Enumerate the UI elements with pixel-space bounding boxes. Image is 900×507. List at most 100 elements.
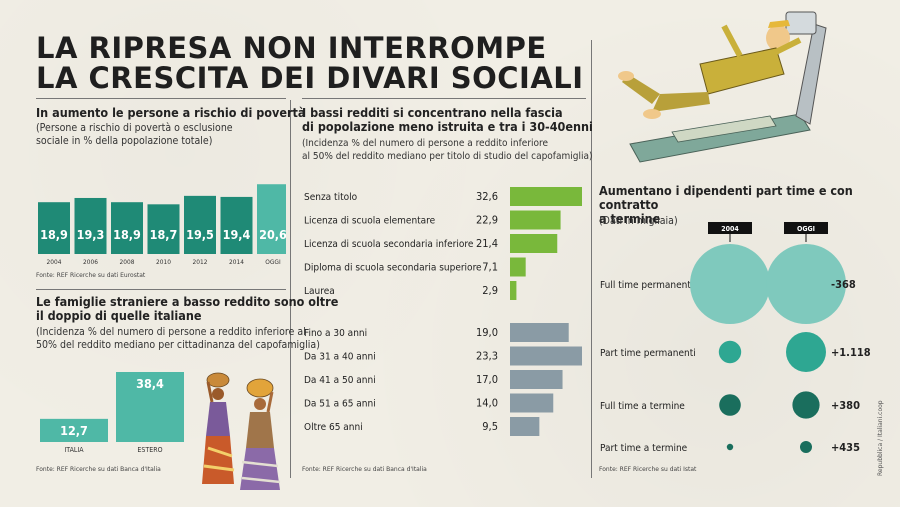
parttime-title-line-1: Aumentano i dipendenti part time e con c… <box>599 183 853 212</box>
poverty-bar <box>220 196 253 254</box>
education-bar <box>510 210 561 230</box>
education-value-label: 21,4 <box>476 237 498 250</box>
age-bar-chart: Fino a 30 anni 19,0 Da 31 a 40 anni 23,3 Da … <box>304 323 582 436</box>
age-value-label: 23,3 <box>476 350 498 363</box>
poverty-bar <box>184 195 216 254</box>
poverty-value-label: 19,4 <box>223 227 251 242</box>
bubble-column-header-box <box>708 222 752 234</box>
lowincome-title: I bassi redditi si concentrano nella fas… <box>302 106 593 134</box>
poverty-bar-chart: 18,9 2004 19,3 2006 18,9 2008 18,7 2010 19,5 2012… <box>38 184 286 266</box>
education-bar <box>510 187 582 206</box>
poverty-subtitle-line-1: (Persone a rischio di povertà o esclusio… <box>36 122 233 134</box>
poverty-category-label: 2006 <box>83 258 98 266</box>
foreign-source: Fonte: REF Ricerche su dati Banca d'Ital… <box>36 466 161 473</box>
poverty-category-label: 2014 <box>229 258 244 266</box>
poverty-value-label: 19,3 <box>77 227 105 242</box>
poverty-value-label: 19,5 <box>186 227 214 242</box>
age-row-label: Da 41 a 50 anni <box>304 375 376 386</box>
age-value-label: 19,0 <box>476 326 498 339</box>
age-row-label: Da 31 a 40 anni <box>304 352 376 363</box>
education-row-label: Senza titolo <box>304 192 358 203</box>
bubble-2004 <box>719 394 741 416</box>
divider-left-middle <box>36 289 286 290</box>
bubble-oggi <box>786 332 826 372</box>
page-title: LA RIPRESA NON INTERROMPE LA CRESCITA DE… <box>36 33 584 93</box>
poverty-value-label: 18,7 <box>150 227 178 242</box>
bubble-row-label: Full time permanenti <box>600 280 693 291</box>
foreign-title: Le famiglie straniere a basso reddito so… <box>36 295 338 323</box>
education-bar-chart: Senza titolo 32,6 Licenza di scuola elemen… <box>304 187 582 300</box>
bubble-change-label: +380 <box>831 399 860 412</box>
foreign-category-label: ITALIA <box>64 446 84 454</box>
poverty-category-label: 2012 <box>193 258 208 266</box>
education-value-label: 7,1 <box>482 261 498 274</box>
bubble-row-label: Full time a termine <box>600 401 685 412</box>
bubble-oggi <box>792 391 820 419</box>
foreign-title-line-1: Le famiglie straniere a basso reddito so… <box>36 294 339 309</box>
age-value-label: 14,0 <box>476 397 498 410</box>
education-row-label: Diploma di scuola secondaria superiore <box>304 263 482 274</box>
lowincome-subtitle-line-2: al 50% del reddito mediano per titolo di… <box>302 151 593 162</box>
age-row-label: Fino a 30 anni <box>304 328 367 339</box>
poverty-bar <box>147 204 180 254</box>
education-bar <box>510 281 517 300</box>
women-carrying-baskets-illustration <box>202 372 281 490</box>
bubble-oggi <box>766 244 846 324</box>
lowincome-subtitle: (Incidenza % del numero di persone a red… <box>302 137 592 163</box>
bubble-change-label: +1.118 <box>831 346 871 359</box>
poverty-subtitle: (Persone a rischio di povertà o esclusio… <box>36 122 233 148</box>
education-row-label: Laurea <box>304 286 335 297</box>
age-bar <box>510 370 563 389</box>
bubble-change-label: -368 <box>831 278 856 291</box>
foreign-bar <box>116 372 184 442</box>
parttime-source: Fonte: REF Ricerche su dati Istat <box>599 466 697 473</box>
foreign-title-line-2: il doppio di quelle italiane <box>36 308 202 323</box>
poverty-category-label: OGGI <box>265 258 281 266</box>
divider-left <box>290 100 291 478</box>
bubble-row-label: Part time a termine <box>600 443 688 454</box>
poverty-bar <box>38 202 70 254</box>
poverty-bar <box>111 202 143 254</box>
foreign-bar-chart: 12,7 ITALIA 38,4 ESTERO <box>40 372 184 454</box>
bubble-2004 <box>718 340 742 364</box>
poverty-value-label: 18,9 <box>40 227 68 242</box>
education-row-label: Licenza di scuola elementare <box>304 216 436 227</box>
age-bar <box>510 323 569 342</box>
bubble-change-label: +435 <box>831 441 860 454</box>
education-row-label: Licenza di scuola secondaria inferiore <box>304 239 474 250</box>
lowincome-title-line-1: I bassi redditi si concentrano nella fas… <box>302 105 563 120</box>
divider-top-mid <box>302 98 586 99</box>
education-value-label: 22,9 <box>476 214 498 227</box>
foreign-subtitle-line-2: 50% del reddito mediano per cittadinanza… <box>36 339 320 351</box>
lowincome-source: Fonte: REF Ricerche su dati Banca d'Ital… <box>302 466 427 473</box>
age-value-label: 9,5 <box>482 420 498 433</box>
lowincome-subtitle-line-1: (Incidenza % del numero di persone a red… <box>302 138 549 149</box>
bubble-oggi <box>800 441 812 453</box>
age-row-label: Oltre 65 anni <box>304 422 363 433</box>
bubble-2004 <box>726 443 734 451</box>
age-row-label: Da 51 a 65 anni <box>304 399 376 410</box>
age-bar <box>510 346 582 366</box>
poverty-category-label: 2010 <box>156 258 171 266</box>
page-title-line-2: LA CRESCITA DEI DIVARI SOCIALI <box>36 61 584 95</box>
education-value-label: 32,6 <box>476 190 498 203</box>
poverty-value-label: 20,6 <box>259 227 286 242</box>
bubble-2004 <box>690 244 770 324</box>
foreign-category-label: ESTERO <box>137 446 162 454</box>
divider-right <box>591 40 592 478</box>
parttime-subtitle: (Dati in migliaia) <box>599 215 678 227</box>
poverty-subtitle-line-2: sociale in % della popolazione totale) <box>36 135 213 147</box>
age-bar <box>510 393 554 413</box>
bubble-column-header: OGGI <box>797 225 815 233</box>
education-value-label: 2,9 <box>482 284 498 297</box>
foreign-subtitle: (Incidenza % del numero di persone a red… <box>36 326 320 352</box>
poverty-source: Fonte: REF Ricerche su dati Eurostat <box>36 272 146 279</box>
age-value-label: 17,0 <box>476 373 498 386</box>
divider-top-left <box>36 98 286 99</box>
parttime-title: Aumentano i dipendenti part time e con c… <box>599 184 900 226</box>
parttime-title-line-2: a termine <box>599 211 661 226</box>
poverty-category-label: 2004 <box>47 258 62 266</box>
page-title-line-1: LA RIPRESA NON INTERROMPE <box>36 31 547 65</box>
foreign-bar <box>40 418 108 442</box>
